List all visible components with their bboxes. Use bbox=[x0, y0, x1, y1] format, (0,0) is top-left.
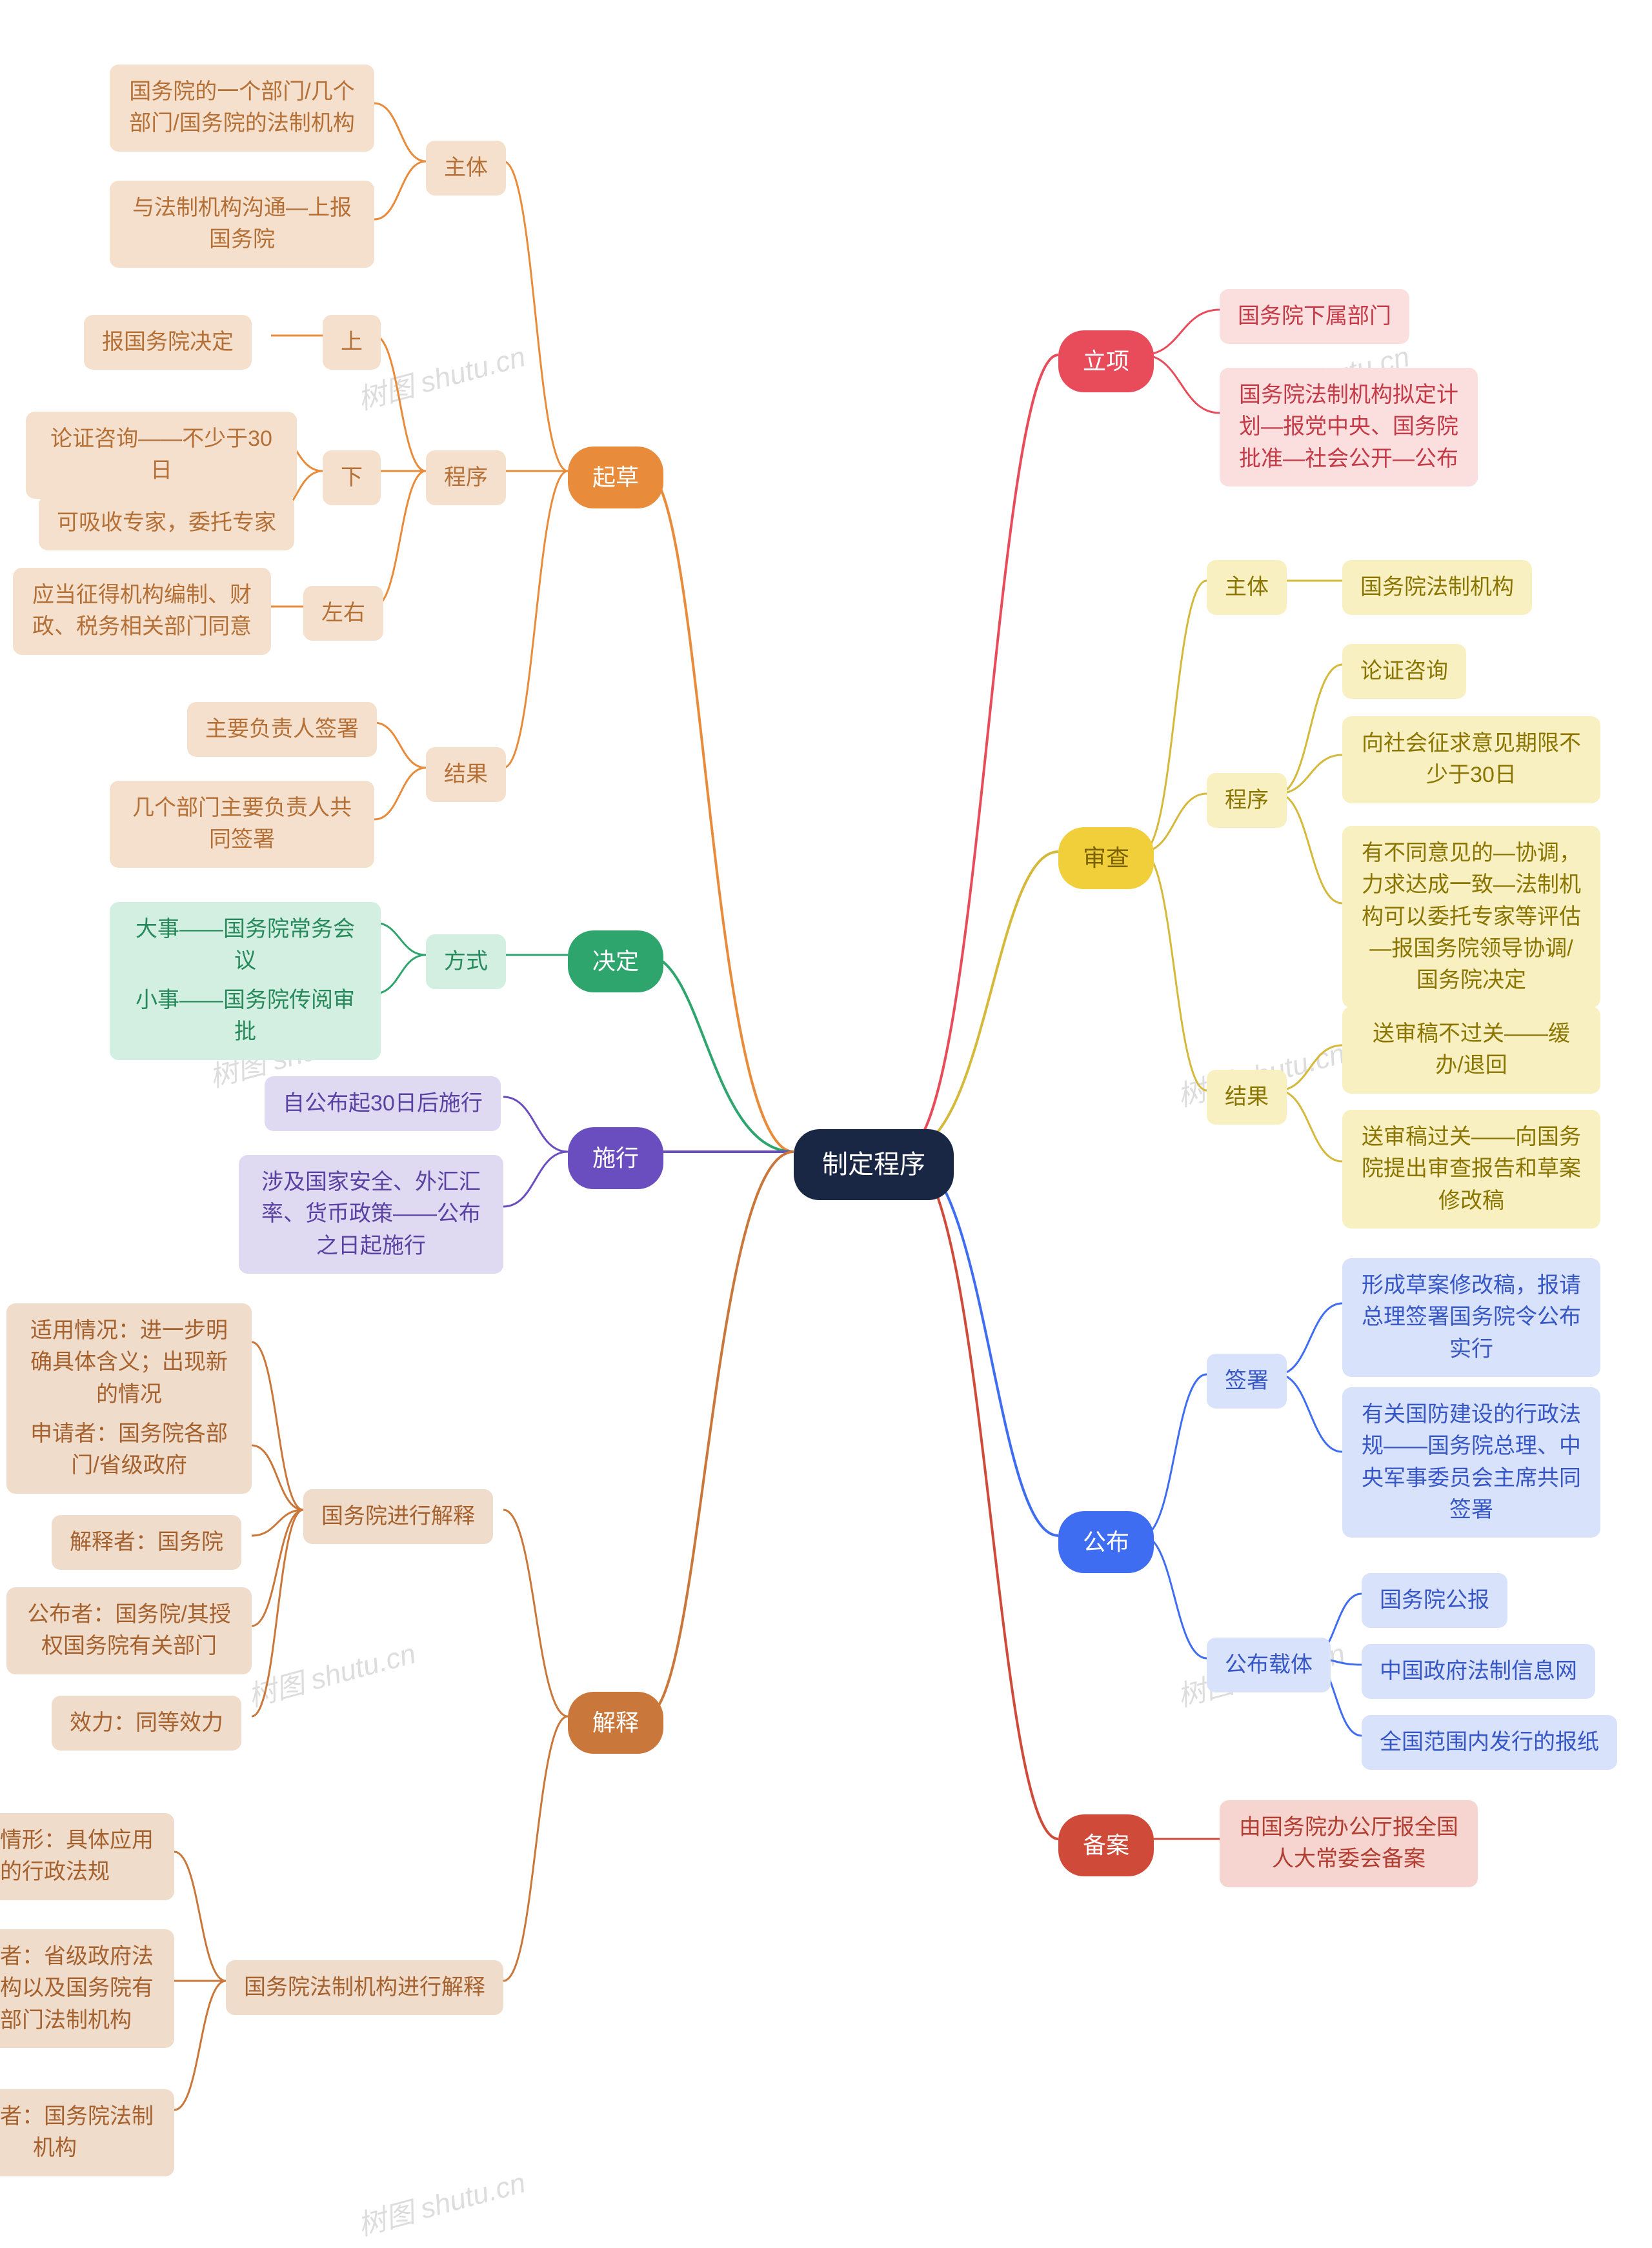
jieshi-gwy-leaf-4: 效力：同等效力 bbox=[52, 1696, 241, 1751]
shencha-jieguo: 结果 bbox=[1207, 1070, 1287, 1125]
qicao-chengxu-zuoyou: 左右 bbox=[303, 586, 383, 641]
jieshi-fzjg-leaf-1: 申请者：省级政府法制机构以及国务院有关部门法制机构 bbox=[0, 1929, 174, 2048]
branch-qicao: 起草 bbox=[568, 447, 663, 508]
jieshi-fzjg: 国务院法制机构进行解释 bbox=[226, 1960, 503, 2015]
shencha-jieguo-leaf-0: 送审稿不过关——缓办/退回 bbox=[1342, 1007, 1600, 1094]
root-node: 制定程序 bbox=[794, 1129, 954, 1200]
shixing-leaf-0: 自公布起30日后施行 bbox=[265, 1076, 501, 1131]
jieshi-gwy-leaf-0: 适用情况：进一步明确具体含义；出现新的情况 bbox=[6, 1303, 252, 1422]
jieshi-gwy-leaf-2: 解释者：国务院 bbox=[52, 1515, 241, 1570]
gongbu-zaiti: 公布载体 bbox=[1207, 1638, 1331, 1692]
qicao-chengxu-xia: 下 bbox=[323, 450, 381, 505]
shencha-zhuti: 主体 bbox=[1207, 560, 1287, 615]
jieshi-gwy: 国务院进行解释 bbox=[303, 1489, 493, 1544]
qicao-chengxu-shang: 上 bbox=[323, 315, 381, 370]
shencha-jieguo-leaf-1: 送审稿过关——向国务院提出审查报告和草案修改稿 bbox=[1342, 1110, 1600, 1229]
gongbu-qianshu: 签署 bbox=[1207, 1354, 1287, 1409]
lixiang-leaf-0: 国务院下属部门 bbox=[1220, 289, 1409, 344]
jueding-fangshi: 方式 bbox=[426, 934, 506, 989]
shixing-leaf-1: 涉及国家安全、外汇汇率、货币政策——公布之日起施行 bbox=[239, 1155, 503, 1274]
gongbu-zaiti-leaf-0: 国务院公报 bbox=[1362, 1573, 1507, 1628]
watermark: 树图 shutu.cn bbox=[352, 2160, 529, 2244]
gongbu-qianshu-leaf-0: 形成草案修改稿，报请总理签署国务院令公布实行 bbox=[1342, 1258, 1600, 1377]
gongbu-zaiti-leaf-1: 中国政府法制信息网 bbox=[1362, 1644, 1595, 1699]
qicao-zuoyou-leaf-0: 应当征得机构编制、财政、税务相关部门同意 bbox=[13, 568, 271, 655]
lixiang-leaf-1: 国务院法制机构拟定计划—报党中央、国务院批准—社会公开—公布 bbox=[1220, 368, 1478, 487]
jueding-fangshi-leaf-1: 小事——国务院传阅审批 bbox=[110, 973, 381, 1060]
branch-jueding: 决定 bbox=[568, 930, 663, 992]
shencha-zhuti-leaf-0: 国务院法制机构 bbox=[1342, 560, 1532, 615]
watermark: 树图 shutu.cn bbox=[243, 1631, 419, 1715]
qicao-jieguo-leaf-1: 几个部门主要负责人共同签署 bbox=[110, 781, 374, 868]
branch-shencha: 审查 bbox=[1058, 827, 1154, 889]
qicao-zhuti: 主体 bbox=[426, 141, 506, 196]
shencha-chengxu-leaf-0: 论证咨询 bbox=[1342, 644, 1466, 699]
qicao-shang-leaf-0: 报国务院决定 bbox=[84, 315, 252, 370]
gongbu-zaiti-leaf-2: 全国范围内发行的报纸 bbox=[1362, 1715, 1617, 1770]
branch-beian: 备案 bbox=[1058, 1814, 1154, 1876]
qicao-xia-leaf-0: 论证咨询——不少于30日 bbox=[26, 412, 297, 499]
qicao-zhuti-leaf-1: 与法制机构沟通—上报国务院 bbox=[110, 181, 374, 268]
qicao-jieguo: 结果 bbox=[426, 747, 506, 802]
branch-lixiang: 立项 bbox=[1058, 330, 1154, 392]
branch-gongbu: 公布 bbox=[1058, 1511, 1154, 1573]
gongbu-qianshu-leaf-1: 有关国防建设的行政法规——国务院总理、中央军事委员会主席共同签署 bbox=[1342, 1387, 1600, 1538]
branch-shixing: 施行 bbox=[568, 1127, 663, 1189]
shencha-chengxu-leaf-2: 有不同意见的—协调，力求达成一致—法制机构可以委托专家等评估—报国务院领导协调/… bbox=[1342, 826, 1600, 1008]
beian-leaf-0: 由国务院办公厅报全国人大常委会备案 bbox=[1220, 1800, 1478, 1887]
qicao-zhuti-leaf-0: 国务院的一个部门/几个部门/国务院的法制机构 bbox=[110, 65, 374, 152]
branch-jieshi: 解释 bbox=[568, 1692, 663, 1754]
jieshi-fzjg-leaf-0: 适用情形：具体应用的行政法规 bbox=[0, 1813, 174, 1900]
shencha-chengxu-leaf-1: 向社会征求意见期限不少于30日 bbox=[1342, 716, 1600, 803]
jieshi-gwy-leaf-3: 公布者：国务院/其授权国务院有关部门 bbox=[6, 1587, 252, 1674]
qicao-jieguo-leaf-0: 主要负责人签署 bbox=[187, 702, 377, 757]
jieshi-gwy-leaf-1: 申请者：国务院各部门/省级政府 bbox=[6, 1407, 252, 1494]
qicao-xia-leaf-1: 可吸收专家，委托专家 bbox=[39, 496, 294, 550]
shencha-chengxu: 程序 bbox=[1207, 773, 1287, 828]
jieshi-fzjg-leaf-2: 解释者：国务院法制机构 bbox=[0, 2089, 174, 2176]
qicao-chengxu: 程序 bbox=[426, 450, 506, 505]
